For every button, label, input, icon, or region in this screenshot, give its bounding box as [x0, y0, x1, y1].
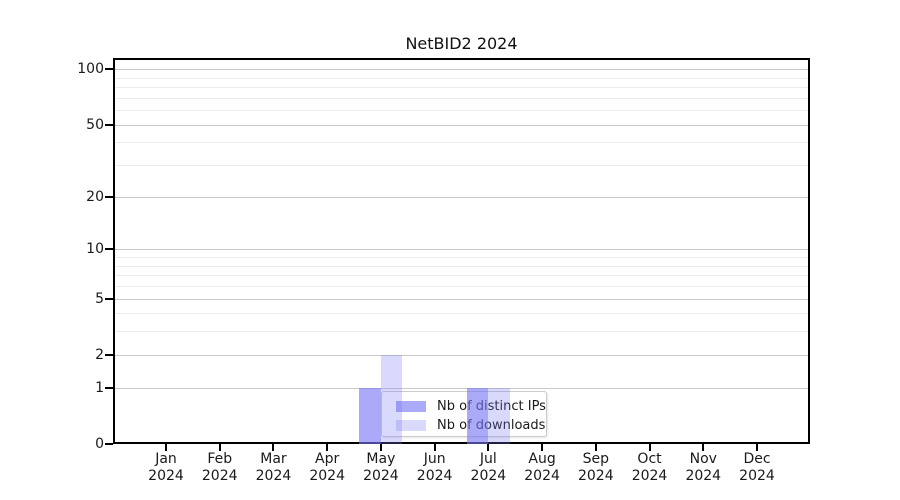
bar-nb-of-downloads-jul [488, 387, 510, 444]
gridline-10 [115, 249, 808, 251]
chart-title: NetBID2 2024 [405, 34, 518, 53]
gridline-50 [115, 124, 808, 126]
gridline-100 [115, 69, 808, 71]
y-tick-mark-10 [105, 248, 113, 251]
x-tick-mark-sep [594, 444, 597, 451]
y-tick-mark-2 [105, 353, 113, 356]
x-tick-mark-may [379, 444, 382, 451]
gridline-6 [115, 285, 808, 287]
x-tick-label-feb: Feb 2024 [201, 451, 238, 484]
x-tick-mark-oct [648, 444, 651, 451]
y-tick-mark-50 [105, 123, 113, 126]
x-tick-label-mar: Mar 2024 [255, 451, 292, 484]
x-tick-label-may: May 2024 [363, 451, 399, 484]
gridline-9 [115, 257, 808, 259]
x-tick-label-aug: Aug 2024 [524, 451, 560, 484]
y-tick-label-50: 50 [86, 116, 104, 133]
x-tick-mark-nov [702, 444, 705, 451]
x-tick-mark-dec [756, 444, 758, 451]
x-tick-label-jun: Jun 2024 [416, 451, 453, 484]
legend-swatch-distinct-ips [396, 401, 426, 412]
y-tick-mark-100 [105, 68, 113, 71]
legend: Nb of distinct IPs Nb of downloads [381, 391, 547, 437]
x-tick-mark-jan [165, 444, 167, 451]
y-tick-mark-1 [105, 386, 113, 389]
gridline-4 [115, 313, 808, 315]
legend-swatch-downloads [396, 420, 426, 431]
gridline-1 [115, 387, 808, 389]
y-tick-label-20: 20 [86, 188, 104, 205]
gridline-3 [115, 331, 808, 333]
x-tick-label-oct: Oct 2024 [631, 451, 668, 484]
x-tick-label-nov: Nov 2024 [685, 451, 722, 484]
bar-nb-of-downloads-may [380, 354, 403, 444]
plot-area: Nb of distinct IPs Nb of downloads [113, 58, 810, 444]
gridline-70 [115, 97, 808, 99]
y-tick-label-100: 100 [77, 61, 104, 78]
y-tick-label-1: 1 [95, 379, 104, 396]
gridline-7 [115, 275, 808, 277]
legend-label-downloads: Nb of downloads [437, 418, 546, 433]
x-tick-mark-aug [541, 444, 544, 451]
x-tick-label-apr: Apr 2024 [309, 451, 345, 484]
x-tick-label-dec: Dec 2024 [739, 451, 775, 484]
x-tick-mark-mar [272, 444, 275, 451]
x-tick-label-jan: Jan 2024 [148, 451, 184, 484]
bar-nb-of-distinct-ips-jul [466, 387, 489, 444]
gridline-8 [115, 265, 808, 267]
x-tick-mark-jul [487, 444, 490, 451]
gridline-20 [115, 196, 808, 198]
gridline-90 [115, 77, 808, 79]
y-tick-label-0: 0 [95, 436, 104, 452]
bar-nb-of-distinct-ips-may [359, 387, 381, 444]
y-tick-label-2: 2 [95, 346, 104, 363]
y-tick-mark-5 [105, 297, 113, 300]
x-tick-mark-apr [326, 444, 329, 451]
y-tick-mark-20 [105, 195, 113, 198]
gridline-60 [115, 110, 808, 112]
x-tick-mark-feb [218, 444, 221, 451]
legend-item-downloads: Nb of downloads [396, 416, 546, 435]
y-tick-label-10: 10 [86, 241, 104, 258]
gridline-80 [115, 87, 808, 89]
legend-label-distinct-ips: Nb of distinct IPs [437, 399, 546, 414]
gridline-30 [115, 165, 808, 167]
legend-item-distinct-ips: Nb of distinct IPs [396, 397, 546, 416]
gridline-2 [115, 354, 808, 356]
x-tick-mark-jun [433, 444, 436, 451]
gridline-40 [115, 142, 808, 144]
x-tick-label-sep: Sep 2024 [577, 451, 614, 484]
gridline-5 [115, 298, 808, 300]
x-tick-label-jul: Jul 2024 [470, 451, 507, 484]
y-tick-label-5: 5 [95, 290, 104, 307]
y-tick-mark-0 [105, 443, 113, 445]
